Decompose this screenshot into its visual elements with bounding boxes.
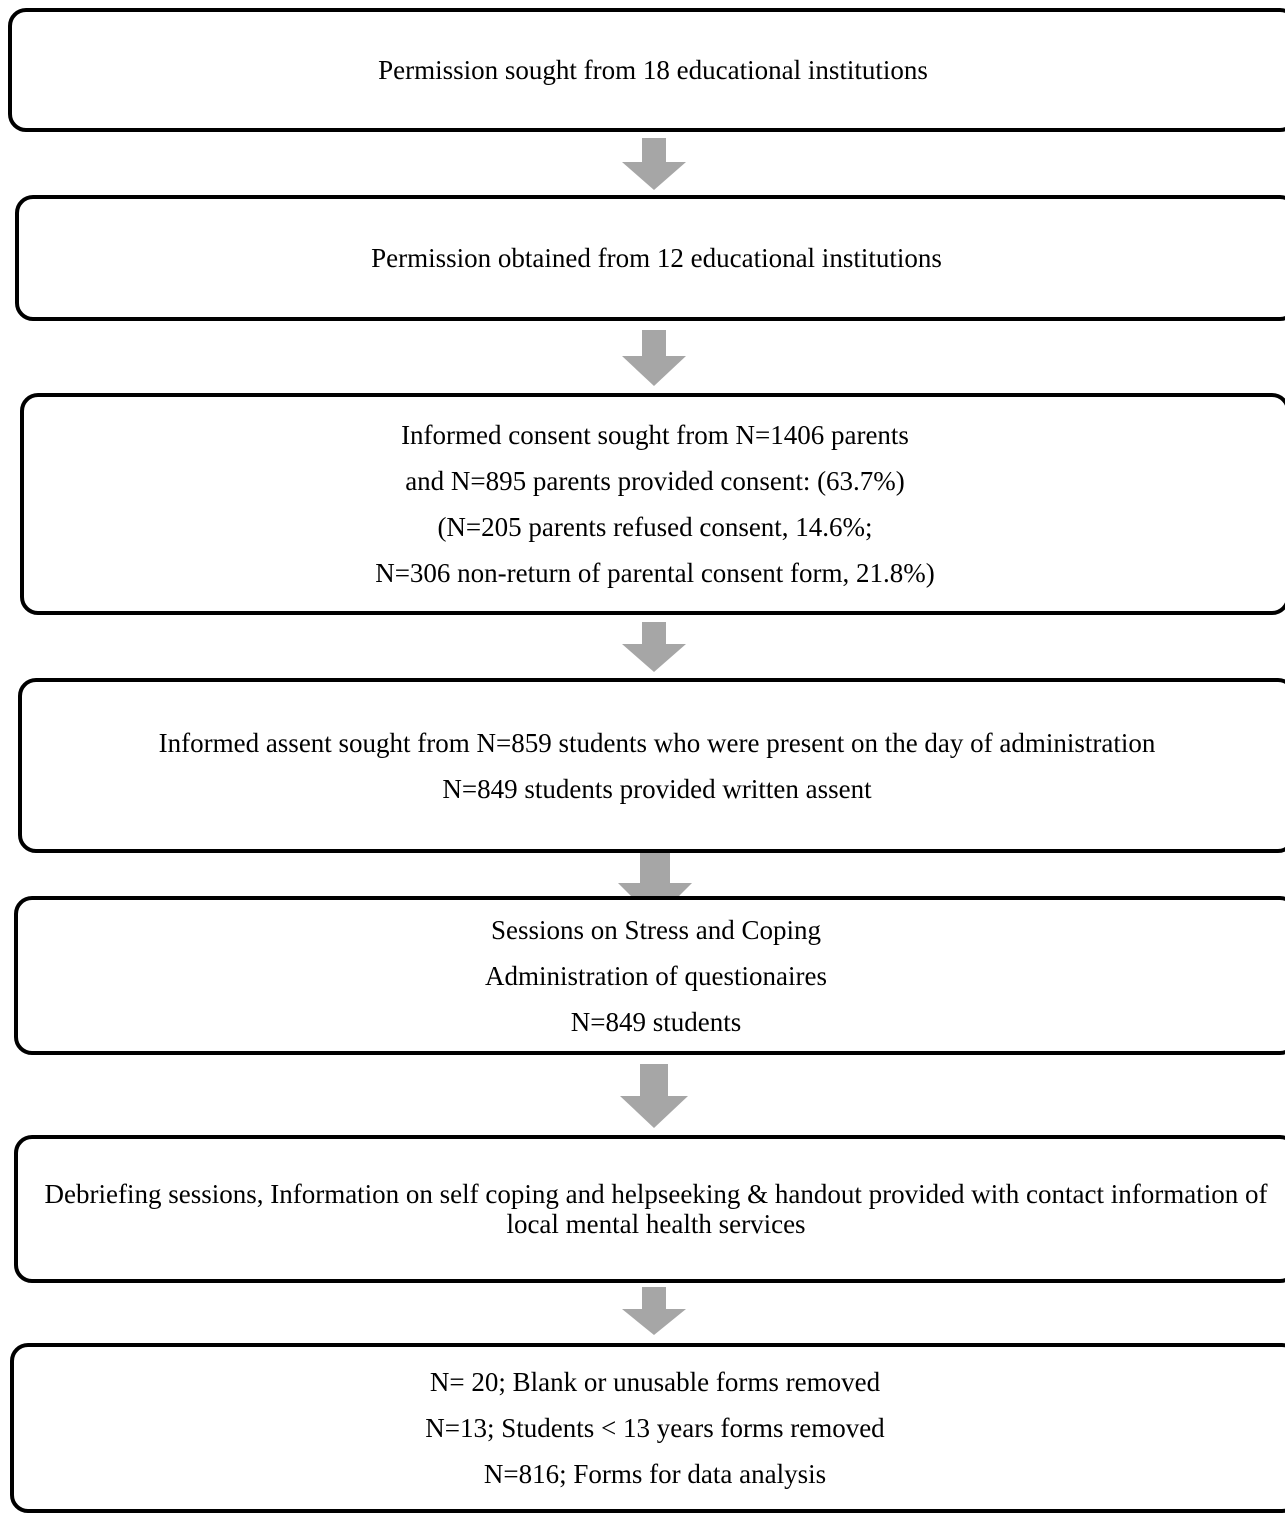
flow-step-1: Permission sought from 18 educational in…: [8, 8, 1285, 132]
flow-step-6: Debriefing sessions, Information on self…: [14, 1135, 1285, 1283]
down-arrow-icon: [622, 138, 686, 190]
flow-step-2: Permission obtained from 12 educational …: [15, 195, 1285, 321]
step-3-line-1: Informed consent sought from N=1406 pare…: [401, 420, 909, 450]
step-1-line-1: Permission sought from 18 educational in…: [378, 54, 928, 85]
step-7-line-3: N=816; Forms for data analysis: [483, 1459, 827, 1489]
down-arrow-icon: [622, 622, 686, 672]
flow-step-3: Informed consent sought from N=1406 pare…: [20, 393, 1285, 615]
step-7-line-2: N=13; Students < 13 years forms removed: [425, 1413, 885, 1443]
down-arrow-icon: [620, 1064, 688, 1128]
step-3-line-2: and N=895 parents provided consent: (63.…: [405, 466, 905, 496]
step-3-line-4: N=306 non-return of parental consent for…: [375, 558, 935, 588]
flow-step-7: N= 20; Blank or unusable forms removed N…: [10, 1343, 1285, 1513]
flow-step-5: Sessions on Stress and Coping Administra…: [14, 896, 1285, 1055]
step-2-line-1: Permission obtained from 12 educational …: [371, 242, 942, 273]
step-5-line-3: N=849 students: [570, 1006, 742, 1037]
step-4-line-1: Informed assent sought from N=859 studen…: [158, 727, 1156, 758]
step-5-line-1: Sessions on Stress and Coping: [490, 914, 822, 945]
flow-step-4: Informed assent sought from N=859 studen…: [18, 678, 1285, 853]
down-arrow-icon: [622, 330, 686, 386]
step-4-line-2: N=849 students provided written assent: [442, 773, 872, 804]
down-arrow-icon: [622, 1287, 686, 1335]
step-6-line-1: Debriefing sessions, Information on self…: [44, 1179, 1268, 1239]
step-5-line-2: Administration of questionaires: [485, 960, 827, 991]
step-7-line-1: N= 20; Blank or unusable forms removed: [429, 1367, 881, 1397]
down-arrow-icon: [618, 853, 692, 898]
step-3-line-3: (N=205 parents refused consent, 14.6%;: [437, 512, 873, 542]
